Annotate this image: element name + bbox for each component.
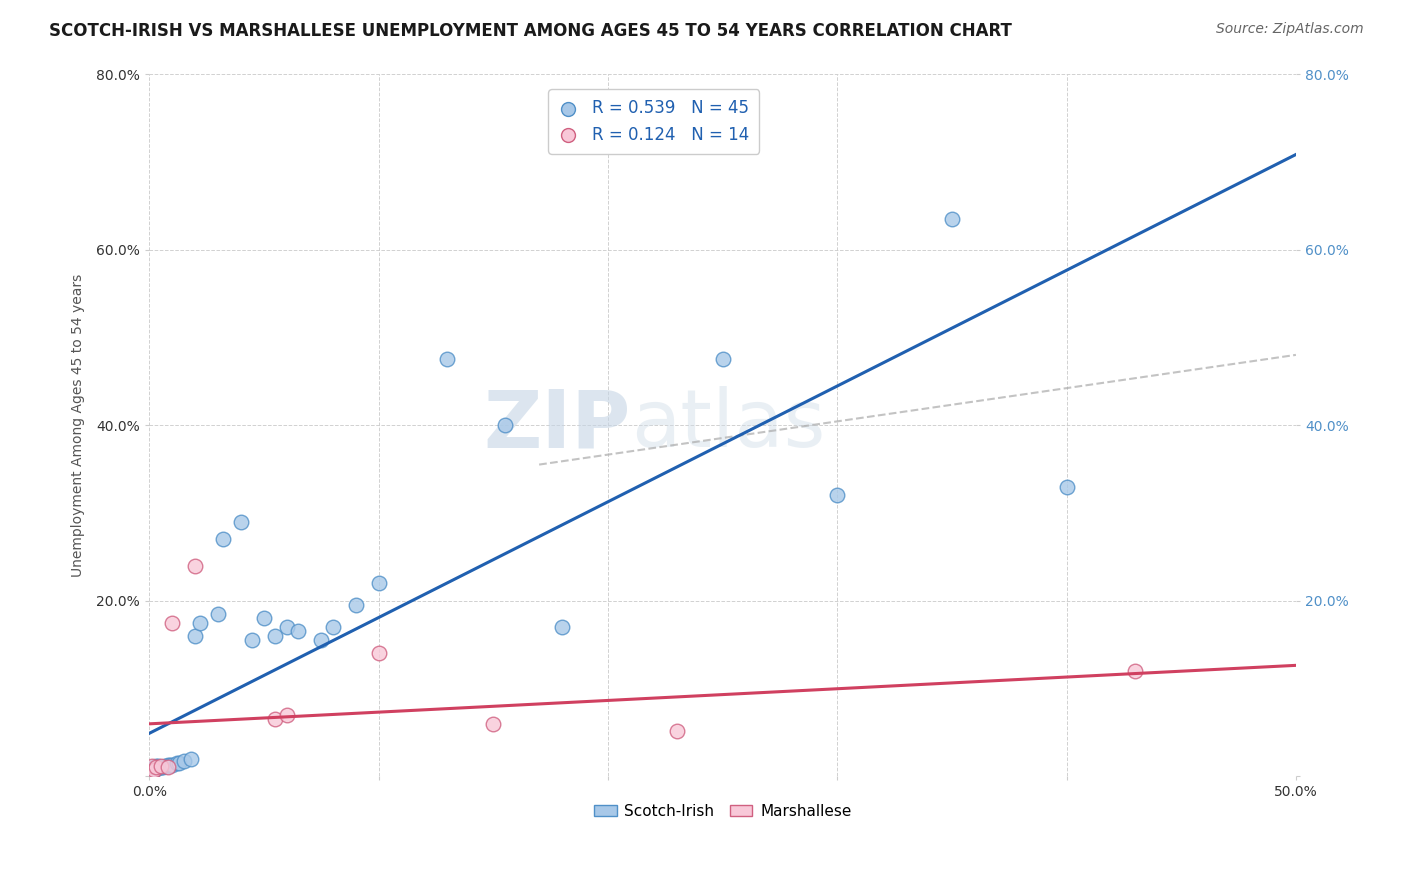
Point (141, 764, 163, 779)
Point (367, 576, 389, 591)
Point (665, 723, 688, 738)
Point (551, 620, 574, 634)
Point (156, 757, 179, 772)
Point (159, 757, 181, 772)
Point (145, 762, 167, 776)
Point (142, 763, 165, 777)
Point (180, 752, 202, 766)
Point (142, 761, 165, 775)
Point (142, 760, 165, 774)
Text: Source: ZipAtlas.com: Source: ZipAtlas.com (1216, 22, 1364, 37)
Point (367, 646, 389, 660)
Point (149, 760, 172, 774)
Point (141, 762, 163, 776)
Point (142, 762, 165, 776)
Point (207, 607, 229, 621)
Point (825, 488, 848, 502)
Text: atlas: atlas (631, 386, 825, 464)
Point (264, 712, 287, 726)
Point (1125, 664, 1147, 678)
Point (436, 352, 458, 367)
Point (184, 629, 207, 643)
Point (148, 760, 170, 774)
Point (188, 615, 211, 630)
Point (494, 418, 516, 433)
Text: SCOTCH-IRISH VS MARSHALLESE UNEMPLOYMENT AMONG AGES 45 TO 54 YEARS CORRELATION C: SCOTCH-IRISH VS MARSHALLESE UNEMPLOYMENT… (49, 22, 1012, 40)
Text: ZIP: ZIP (484, 386, 631, 464)
Point (145, 758, 167, 772)
Legend: Scotch-Irish, Marshallese: Scotch-Irish, Marshallese (588, 797, 858, 825)
Point (184, 558, 207, 573)
Point (160, 757, 183, 772)
Point (166, 756, 188, 770)
Point (173, 754, 195, 768)
Y-axis label: Unemployment Among Ages 45 to 54 years: Unemployment Among Ages 45 to 54 years (72, 274, 86, 577)
Point (229, 515, 252, 529)
Point (160, 615, 183, 630)
Point (145, 760, 167, 774)
Point (152, 759, 174, 773)
Point (149, 758, 172, 772)
Point (145, 760, 167, 774)
Point (149, 759, 172, 773)
Point (242, 633, 264, 648)
Point (141, 764, 163, 779)
Point (211, 532, 233, 546)
Point (253, 611, 276, 625)
Point (141, 763, 163, 777)
Point (711, 352, 734, 367)
Point (482, 716, 505, 731)
Point (344, 598, 367, 612)
Point (142, 763, 165, 777)
Point (322, 620, 344, 634)
Point (276, 620, 298, 634)
Point (276, 707, 298, 722)
Point (264, 629, 287, 643)
Point (156, 758, 179, 772)
Point (309, 633, 332, 648)
Point (148, 758, 170, 772)
Point (155, 758, 177, 772)
Point (1056, 479, 1078, 493)
Point (141, 758, 163, 772)
Point (156, 760, 179, 774)
Point (287, 624, 309, 639)
Point (167, 756, 190, 770)
Point (941, 211, 963, 226)
